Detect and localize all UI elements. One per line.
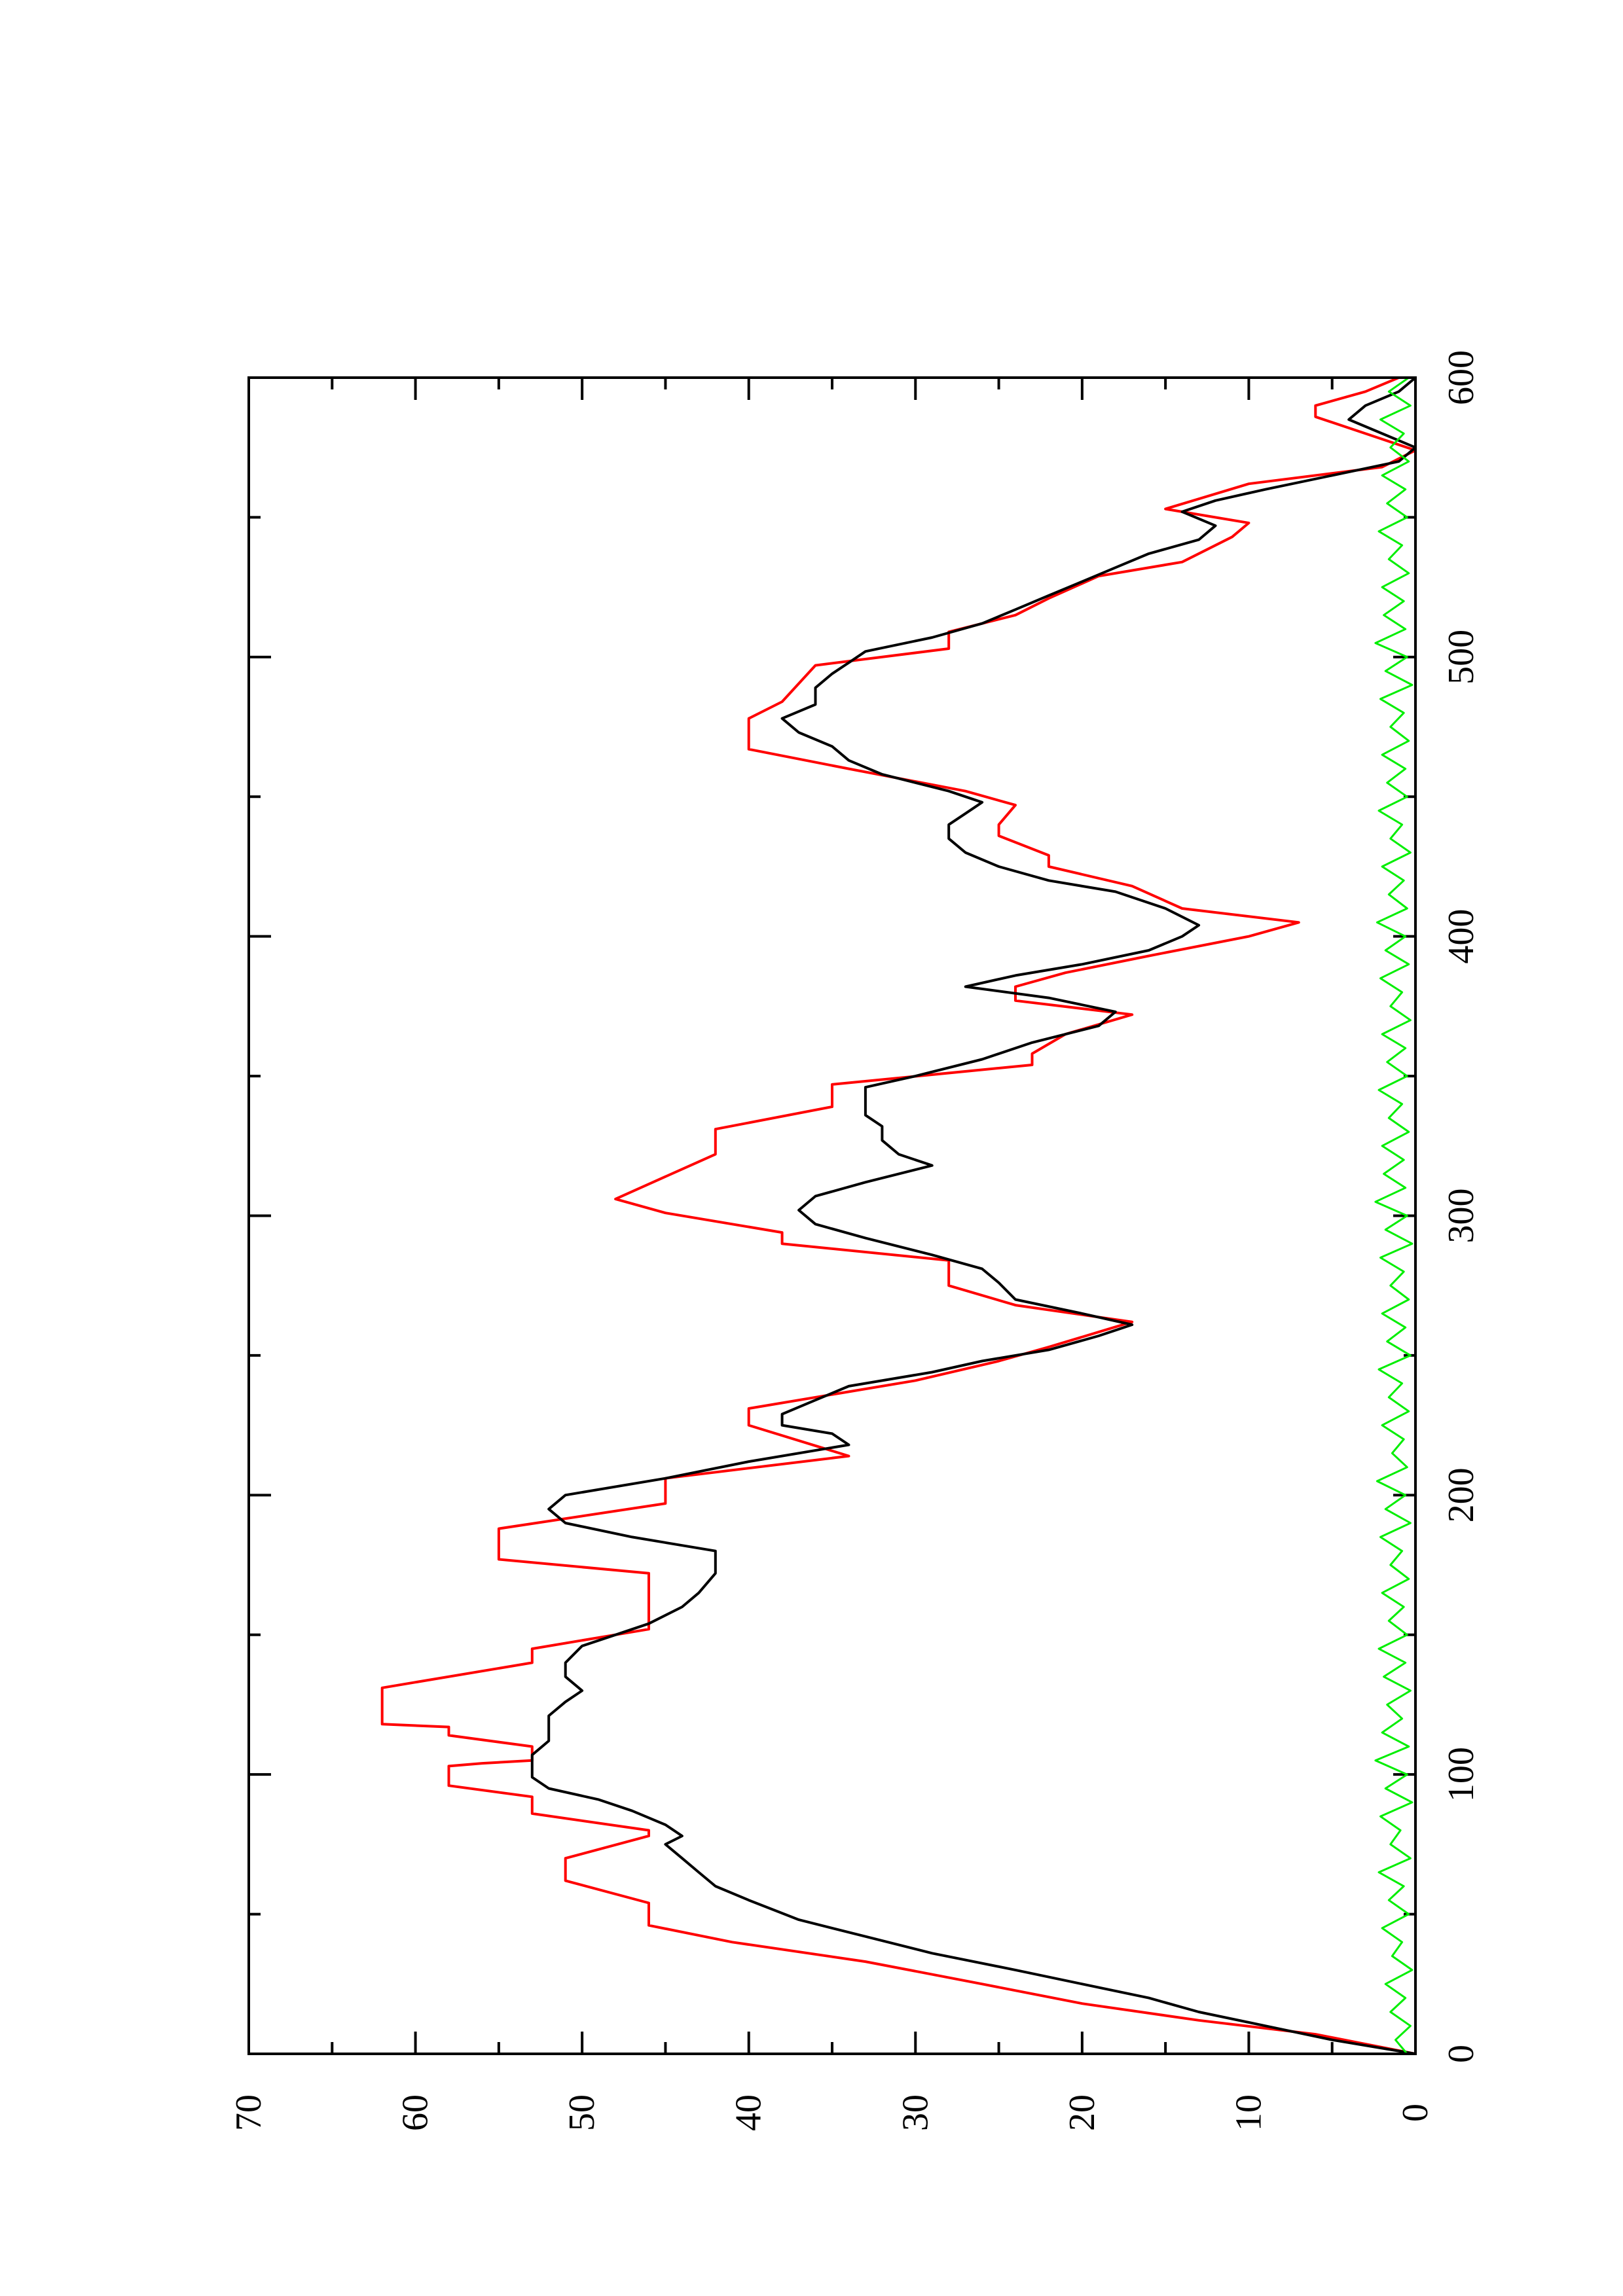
red-step-series-line bbox=[380, 378, 1415, 2054]
x-tick-label: 300 bbox=[1441, 1189, 1482, 1244]
x-tick-label: 600 bbox=[1441, 350, 1482, 405]
y-tick-label: 40 bbox=[729, 2094, 769, 2131]
x-tick-label: 100 bbox=[1441, 1747, 1482, 1802]
plot-frame bbox=[247, 376, 1417, 2055]
x-tick-label: 400 bbox=[1441, 909, 1482, 964]
y-tick-label: 10 bbox=[1228, 2094, 1269, 2131]
plot-frame-overlay bbox=[247, 376, 1417, 2055]
y-tick-label: 30 bbox=[895, 2094, 936, 2131]
x-tick-label: 500 bbox=[1441, 630, 1482, 685]
y-tick-label: 50 bbox=[562, 2094, 602, 2131]
plot-area: 0 100 200 300 400 500 600 0 10 20 30 40 50 60 70 bbox=[228, 350, 1482, 2131]
y-tick-label: 60 bbox=[395, 2094, 436, 2131]
black-series-line bbox=[530, 378, 1415, 2054]
x-tick-label: 0 bbox=[1441, 2045, 1482, 2063]
y-tick-label: 0 bbox=[1395, 2104, 1436, 2122]
x-tick-label: 200 bbox=[1441, 1467, 1482, 1522]
green-noise-series-line bbox=[1374, 378, 1413, 2054]
y-tick-label: 70 bbox=[228, 2094, 269, 2131]
y-tick-label: 20 bbox=[1062, 2094, 1103, 2131]
